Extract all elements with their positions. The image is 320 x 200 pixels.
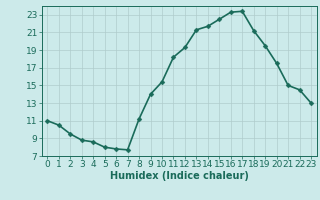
X-axis label: Humidex (Indice chaleur): Humidex (Indice chaleur) — [110, 171, 249, 181]
